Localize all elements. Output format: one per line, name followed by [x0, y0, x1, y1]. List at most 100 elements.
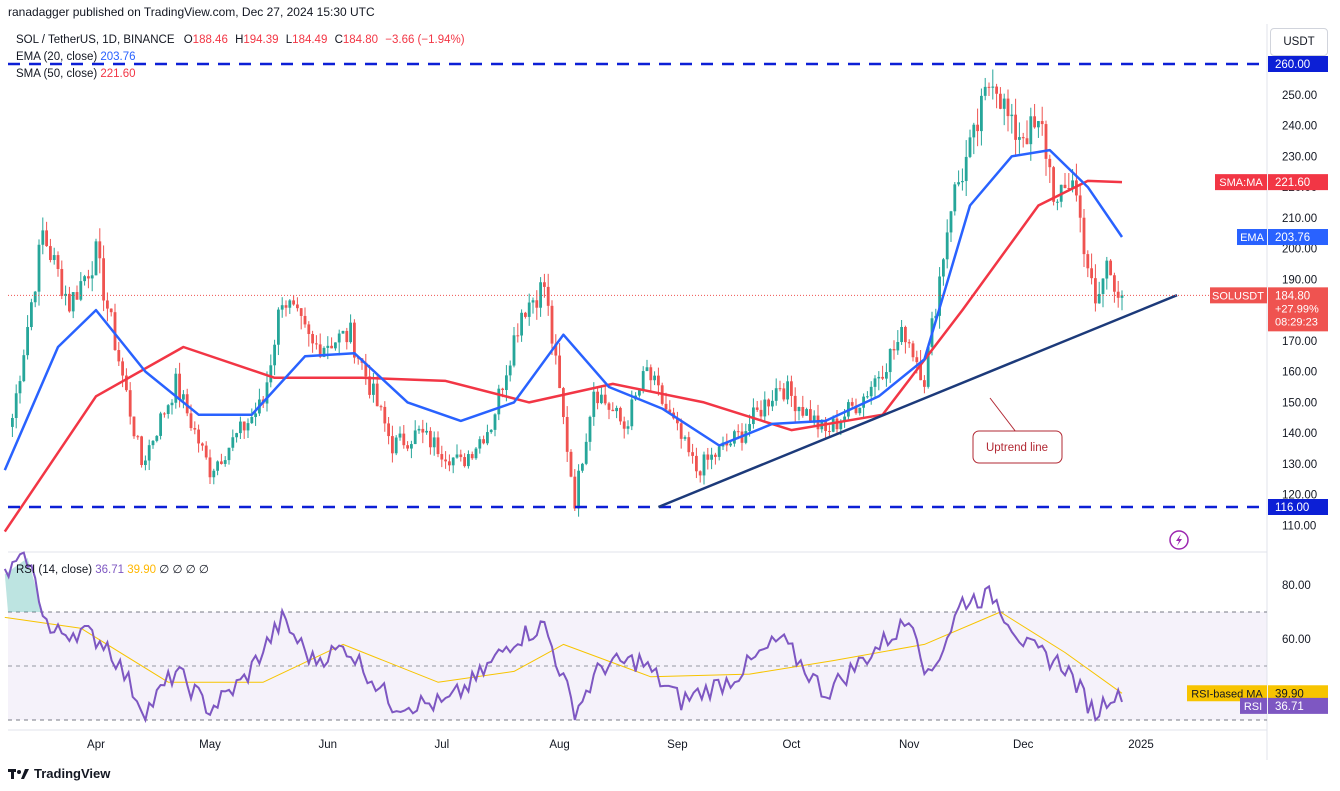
level-tag-260-bg [1268, 56, 1328, 72]
candle-body [839, 421, 843, 430]
candle-body [991, 86, 995, 88]
sma-tag-value: 221.60 [1275, 177, 1310, 189]
rsi-legend: RSI (14, close) 36.71 39.90 ∅ ∅ ∅ ∅ [16, 562, 209, 576]
candle-body [797, 407, 801, 412]
candle-body [493, 414, 497, 430]
uptrend-annotation-box[interactable] [972, 430, 1063, 464]
ema20-line [3, 148, 1124, 471]
ema-tag: EMA 203.76 [1237, 229, 1328, 246]
candle-body [828, 431, 831, 433]
candle-body [71, 292, 75, 312]
candle-body [953, 184, 957, 212]
candle-body [227, 447, 231, 461]
lightning-icon[interactable] [1169, 530, 1189, 550]
candle-body [406, 445, 409, 449]
candle-body [619, 407, 622, 422]
candle-body [417, 428, 421, 431]
candle-body [470, 454, 474, 459]
candle-body [94, 241, 98, 276]
candle-body [524, 312, 527, 317]
candle-body [467, 454, 470, 467]
candle-body [668, 409, 672, 413]
ema-row[interactable]: EMA (20, close) 203.76 [16, 49, 465, 66]
candle-body [440, 454, 444, 460]
candle-body [273, 344, 276, 366]
candle-body [812, 415, 816, 423]
axes: 250.00240.00230.00220.00210.00200.00190.… [87, 56, 1328, 751]
candle-body [972, 124, 976, 138]
candle-body [432, 437, 436, 448]
candle-body [596, 391, 599, 404]
symbol-label[interactable]: SOL / TetherUS, 1D, BINANCE [16, 34, 175, 46]
candle-body [478, 439, 482, 449]
candle-body [695, 455, 698, 472]
candle-body [159, 413, 162, 436]
candle-body [391, 436, 394, 454]
candle-body [961, 181, 964, 183]
candle-body [968, 137, 972, 157]
candle-body [18, 381, 22, 394]
candle-body [1086, 254, 1090, 269]
ohlc-change: −3.66 (−1.94%) [385, 34, 465, 46]
candle-body [41, 230, 45, 245]
time-tick-label: Jul [434, 739, 449, 751]
time-tick-label: Dec [1013, 739, 1034, 751]
candle-body [577, 470, 580, 509]
candle-body [216, 461, 219, 471]
candle-body [60, 268, 64, 297]
candle-body [326, 345, 330, 348]
candle-body [489, 429, 493, 433]
candle-body [11, 417, 14, 427]
time-tick-label: Aug [549, 739, 569, 751]
rsi-ma-tag-name-bg [1187, 685, 1267, 702]
candle-body [242, 421, 246, 431]
candle-body [1101, 278, 1105, 294]
candle-body [379, 406, 383, 408]
overlay [3, 62, 1267, 724]
candle-body [364, 362, 368, 377]
uptrend-annotation: Uptrend line [986, 442, 1048, 454]
ohlc-high-label: H [235, 34, 244, 46]
candle-body [368, 376, 371, 395]
candle-body [121, 361, 124, 376]
rsi-ma-legend-value: 39.90 [127, 564, 157, 576]
rsi-ma-tag-value-bg [1268, 685, 1328, 702]
price-tick-label: 130.00 [1282, 459, 1317, 471]
level-tag-260-text: 260.00 [1275, 59, 1310, 71]
uptrend-line[interactable] [657, 294, 1178, 509]
candle-body [296, 304, 299, 309]
sma-tag: SMA:MA 221.60 [1215, 174, 1328, 191]
time-tick-label: Sep [667, 739, 687, 751]
candle-body [710, 454, 713, 460]
candle-body [581, 463, 584, 471]
candle-body [375, 383, 379, 407]
last-price-value: 184.80 [1275, 290, 1310, 302]
candle-body [372, 383, 375, 395]
sma-row[interactable]: SMA (50, close) 221.60 [16, 66, 465, 83]
candle-body [1056, 201, 1059, 203]
candle-body [280, 305, 284, 310]
footer-brand[interactable]: TradingView [8, 766, 110, 781]
candle-body [322, 347, 326, 357]
candle-body [949, 211, 953, 233]
candle-body [246, 423, 250, 431]
candle-body [185, 394, 189, 414]
price-tick-label: 160.00 [1282, 367, 1317, 379]
candle-body [736, 431, 740, 433]
time-tick-label: Apr [87, 739, 105, 751]
candle-body [197, 429, 200, 444]
rsi-line [3, 551, 1123, 724]
candle-body [299, 308, 303, 316]
rsi-tick-label: 80.00 [1282, 580, 1311, 592]
candle-body [106, 300, 109, 309]
rsi-label[interactable]: RSI (14, close) [16, 564, 93, 576]
candle-body [341, 330, 345, 334]
candle-body [774, 388, 778, 401]
candle-body [676, 418, 679, 424]
currency-button[interactable]: USDT [1270, 28, 1328, 56]
candle-body [976, 124, 979, 132]
candle-body [942, 259, 945, 277]
candle-body [588, 416, 592, 442]
candle-body [999, 93, 1002, 109]
